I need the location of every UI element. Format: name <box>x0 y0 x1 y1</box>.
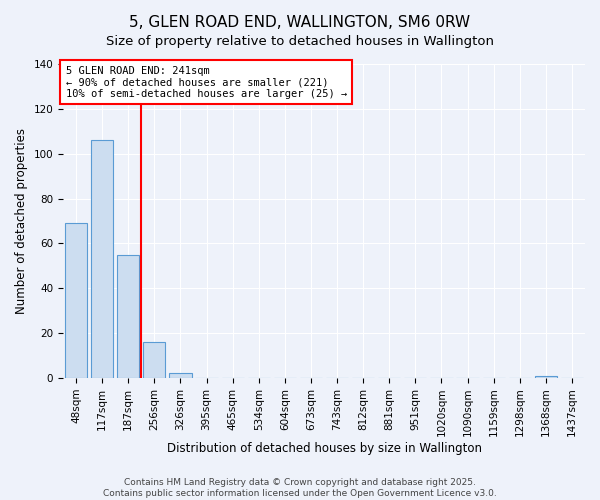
X-axis label: Distribution of detached houses by size in Wallington: Distribution of detached houses by size … <box>167 442 482 455</box>
Text: Contains HM Land Registry data © Crown copyright and database right 2025.
Contai: Contains HM Land Registry data © Crown c… <box>103 478 497 498</box>
Y-axis label: Number of detached properties: Number of detached properties <box>15 128 28 314</box>
Bar <box>117 254 139 378</box>
Bar <box>91 140 113 378</box>
Bar <box>143 342 166 378</box>
Bar <box>169 374 191 378</box>
Bar <box>65 223 87 378</box>
Text: 5 GLEN ROAD END: 241sqm
← 90% of detached houses are smaller (221)
10% of semi-d: 5 GLEN ROAD END: 241sqm ← 90% of detache… <box>65 66 347 99</box>
Text: 5, GLEN ROAD END, WALLINGTON, SM6 0RW: 5, GLEN ROAD END, WALLINGTON, SM6 0RW <box>130 15 470 30</box>
Text: Size of property relative to detached houses in Wallington: Size of property relative to detached ho… <box>106 35 494 48</box>
Bar <box>535 376 557 378</box>
